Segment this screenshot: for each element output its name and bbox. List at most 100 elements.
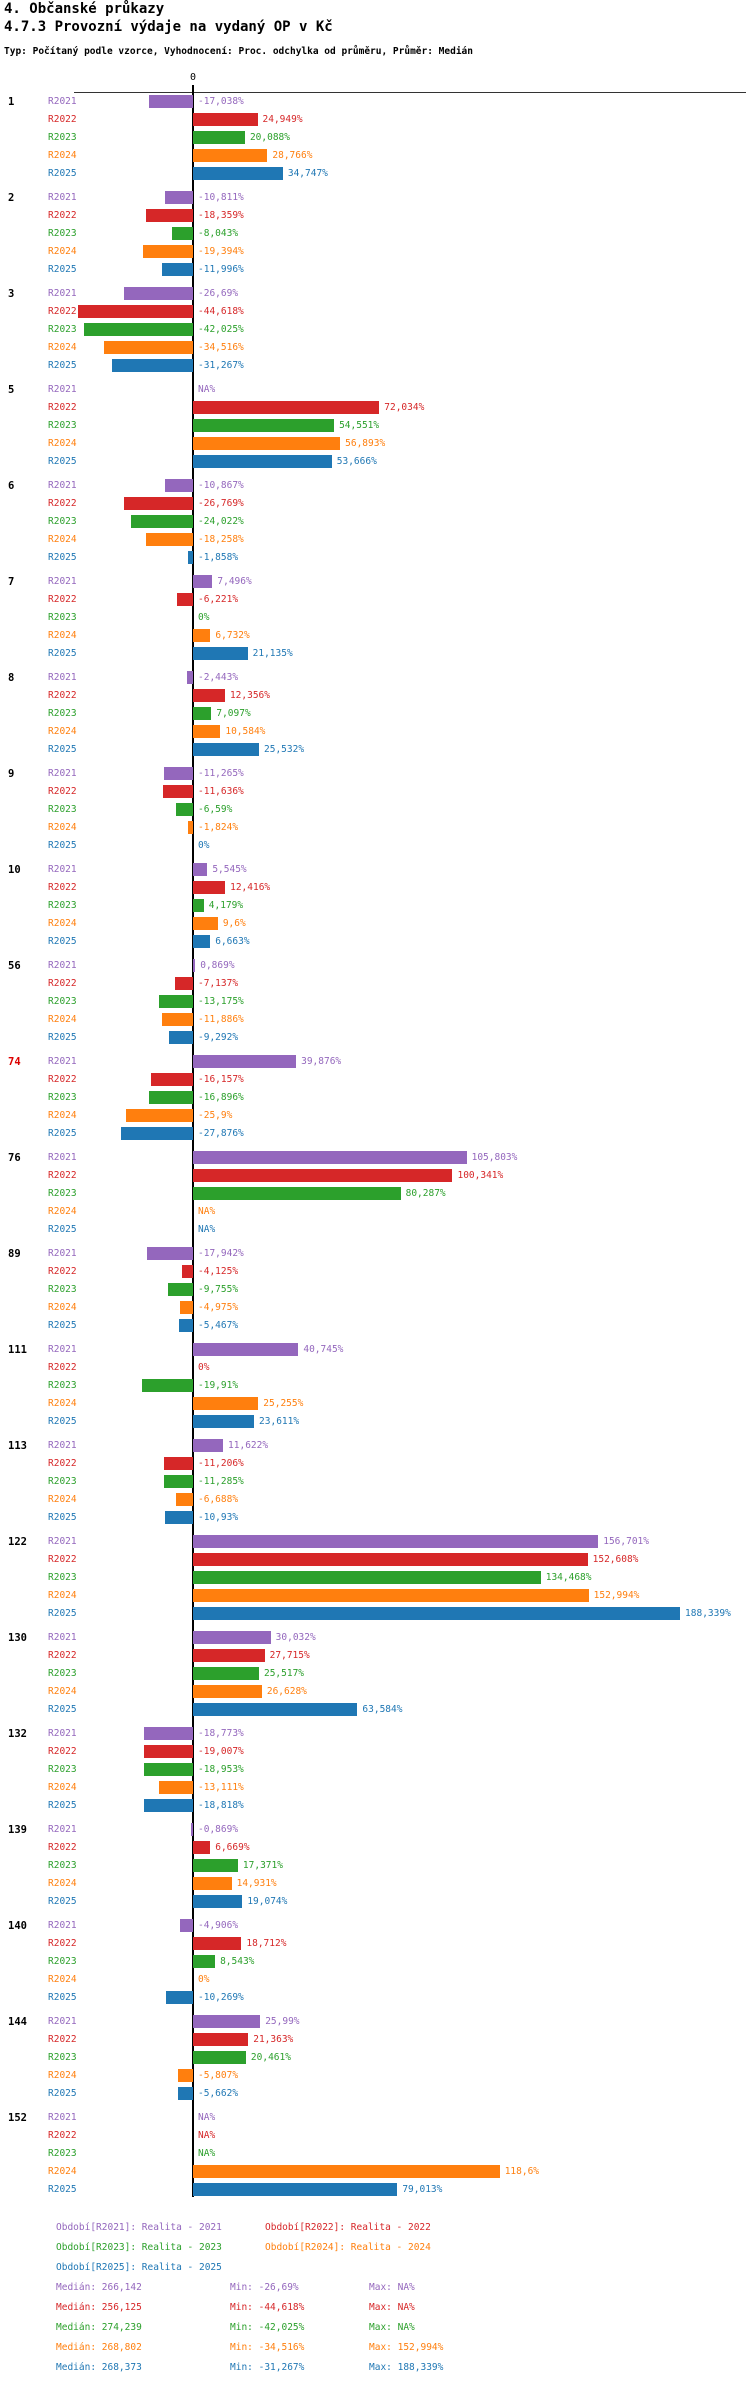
bar [193, 1936, 242, 1950]
bar-value: 40,745% [303, 1343, 344, 1355]
bar [193, 1438, 224, 1452]
bar [188, 550, 193, 564]
bar-value: 5,545% [212, 863, 247, 875]
bar [177, 2068, 193, 2082]
stat-min: Min: -31,267% [230, 2362, 305, 2373]
series-label: R2022 [48, 1937, 77, 1949]
chart-subtitle: 4.7.3 Provozní výdaje na vydaný OP v Kč [4, 19, 333, 35]
series-label: R2025 [48, 1223, 77, 1235]
series-label: R2024 [48, 437, 77, 449]
bar [193, 1702, 358, 1716]
series-label: R2021 [48, 1823, 77, 1835]
bar-row: R2025 188,339% [0, 1605, 750, 1623]
series-label: R2022 [48, 401, 77, 413]
series-label: R2024 [48, 821, 77, 833]
series-label: R2025 [48, 1799, 77, 1811]
bar-row: R2023 134,468% [0, 1569, 750, 1587]
bar-row: 56 R2021 0,869% [0, 957, 750, 975]
group-id-label: 8 [8, 671, 15, 684]
bar-value: -11,265% [198, 767, 244, 779]
group-id-label: 2 [8, 191, 15, 204]
bar-value: 53,666% [336, 455, 377, 467]
bar [149, 1090, 193, 1104]
bar [193, 2050, 246, 2064]
bar [178, 2086, 193, 2100]
bar [190, 1822, 193, 1836]
bar [166, 1990, 193, 2004]
series-label: R2021 [48, 2111, 77, 2123]
bar-value: 25,99% [265, 2015, 300, 2027]
bar-value: 105,803% [471, 1151, 518, 1163]
bar [167, 1282, 193, 1296]
series-label: R2025 [48, 935, 77, 947]
legend-item: Období[R2023]: Realita - 2023 [56, 2242, 222, 2253]
bar-row: R2022 NA% [0, 2127, 750, 2145]
bar-group: 3 R2021 -26,69% R2022 -44,618% R2023 -42,025% R… [0, 285, 750, 375]
group-id-label: 9 [8, 767, 15, 780]
bar-row: R2024 26,628% [0, 1683, 750, 1701]
bar-group: 111 R2021 40,745% R2022 0% R2023 -19,91% R2024 2… [0, 1341, 750, 1431]
bar-value: 72,034% [384, 401, 425, 413]
bar-groups: 1 R2021 -17,038% R2022 24,949% R2023 20,088% R2… [0, 93, 750, 2205]
bar [164, 1510, 193, 1524]
bar-row: R2023 4,179% [0, 897, 750, 915]
stat-median: Medián: 268,802 [56, 2342, 142, 2353]
bar-value: 0% [198, 1361, 210, 1373]
bar [193, 1168, 453, 1182]
series-label: R2024 [48, 629, 77, 641]
bar [158, 994, 193, 1008]
bar-row: R2023 -19,91% [0, 1377, 750, 1395]
bar-value: -18,818% [198, 1799, 244, 1811]
series-label: R2024 [48, 1205, 77, 1217]
series-label: R2022 [48, 1169, 77, 1181]
bar [193, 1186, 401, 1200]
bar [161, 262, 193, 276]
bar-row: R2025 NA% [0, 1221, 750, 1239]
series-label: R2025 [48, 647, 77, 659]
series-label: R2023 [48, 803, 77, 815]
bar-value: -24,022% [198, 515, 244, 527]
group-id-label: 122 [8, 1535, 27, 1548]
bar-value: -8,043% [198, 227, 239, 239]
series-label: R2023 [48, 611, 77, 623]
bar-group: 56 R2021 0,869% R2022 -7,137% R2023 -13,175% R2… [0, 957, 750, 1047]
stat-min: Min: -26,69% [230, 2282, 299, 2293]
bar-row: R2024 -4,975% [0, 1299, 750, 1317]
series-label: R2023 [48, 227, 77, 239]
series-label: R2022 [48, 497, 77, 509]
series-label: R2021 [48, 959, 77, 971]
series-label: R2021 [48, 1631, 77, 1643]
series-label: R2021 [48, 1151, 77, 1163]
bar-value: NA% [198, 383, 216, 395]
bar-row: 7 R2021 7,496% [0, 573, 750, 591]
bar [159, 1780, 193, 1794]
bar-row: R2023 8,543% [0, 1953, 750, 1971]
bar [174, 976, 193, 990]
bar-row: R2024 -6,688% [0, 1491, 750, 1509]
series-label: R2025 [48, 1703, 77, 1715]
bar-value: 188,339% [685, 1607, 731, 1619]
bar [193, 628, 211, 642]
bar-row: 144 R2021 25,99% [0, 2013, 750, 2031]
bar-row: R2024 118,6% [0, 2163, 750, 2181]
bar [193, 436, 341, 450]
bar-row: R2022 12,416% [0, 879, 750, 897]
page-title: 4. Občanské průkazy [4, 1, 165, 17]
bar-row: R2022 72,034% [0, 399, 750, 417]
bar [164, 478, 193, 492]
bar-value: -31,267% [198, 359, 244, 371]
bar-row: R2022 24,949% [0, 111, 750, 129]
bar-value: 17,371% [242, 1859, 283, 1871]
series-label: R2022 [48, 113, 77, 125]
bar-row: R2024 10,584% [0, 723, 750, 741]
bar-value: -19,394% [198, 245, 244, 257]
bar-row: R2022 -4,125% [0, 1263, 750, 1281]
bar [193, 2164, 500, 2178]
bar-row: 113 R2021 11,622% [0, 1437, 750, 1455]
bar-group: 76 R2021 105,803% R2022 100,341% R2023 80,287%… [0, 1149, 750, 1239]
bar-value: -16,896% [198, 1091, 244, 1103]
bar [84, 322, 193, 336]
bar-value: 63,584% [362, 1703, 403, 1715]
bar-value: -9,755% [198, 1283, 239, 1295]
bar-value: -7,137% [198, 977, 239, 989]
